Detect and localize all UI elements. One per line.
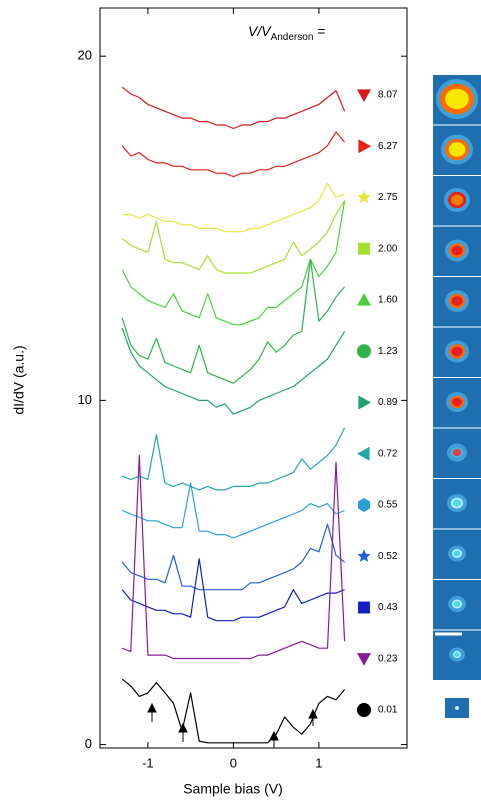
legend-marker <box>357 89 371 102</box>
legend-marker <box>358 243 370 255</box>
image-core <box>451 246 462 256</box>
legend-label: 8.07 <box>378 90 398 101</box>
image-blob <box>455 706 459 710</box>
legend-marker <box>357 447 370 461</box>
x-tick-label: -1 <box>142 755 154 770</box>
image-core <box>454 551 461 557</box>
series-line <box>122 259 344 383</box>
legend-label: 1.60 <box>378 295 398 306</box>
image-strip <box>433 75 481 718</box>
legend-label: 0.23 <box>378 653 398 664</box>
legend-marker <box>357 293 371 306</box>
legend-title-tail: = <box>313 23 325 39</box>
series-line <box>122 87 344 128</box>
legend-label: 0.72 <box>378 448 398 459</box>
x-tick-label: 1 <box>315 755 322 770</box>
series-line <box>122 483 344 538</box>
legend-label: 2.00 <box>378 243 398 254</box>
chart: Sample bias (V) dI/dV (a.u.) V/VAnderson… <box>0 0 481 810</box>
legend-marker <box>358 396 371 410</box>
legend-label: 6.27 <box>378 141 398 152</box>
legend-label: 0.43 <box>378 602 398 613</box>
image-core <box>454 652 460 657</box>
image-core <box>453 499 461 506</box>
image-core <box>453 449 461 456</box>
legend-label: 1.23 <box>378 346 398 357</box>
y-tick-label: 20 <box>78 48 92 63</box>
legend-marker <box>358 139 371 153</box>
series-line <box>122 132 344 177</box>
legend-label: 0.52 <box>378 551 398 562</box>
image-core <box>451 195 464 206</box>
legend-label: 0.01 <box>378 705 398 716</box>
legend-marker <box>357 549 370 562</box>
legend-marker <box>357 344 371 358</box>
legend-marker <box>357 703 371 717</box>
legend-marker <box>358 602 370 614</box>
image-core <box>445 89 469 109</box>
y-axis-label: dI/dV (a.u.) <box>11 345 27 414</box>
x-axis-label: Sample bias (V) <box>183 781 283 797</box>
y-tick-label: 0 <box>85 736 92 751</box>
legend-title-main: V/V <box>248 23 272 39</box>
legend-marker <box>357 191 370 204</box>
legend-label: 2.75 <box>378 192 398 203</box>
image-core <box>451 296 462 306</box>
legend-title: V/VAnderson = <box>248 23 325 43</box>
y-tick-label: 10 <box>78 392 92 407</box>
legend-label: 0.89 <box>378 397 398 408</box>
image-core <box>449 142 466 156</box>
legend-marker <box>358 498 370 512</box>
image-core <box>452 398 462 406</box>
series-line <box>122 428 344 490</box>
series-line <box>122 524 344 589</box>
x-tick-label: 0 <box>230 755 237 770</box>
image-core <box>451 347 462 357</box>
legend-title-sub: Anderson <box>271 32 314 43</box>
legend-marker <box>357 653 371 666</box>
legend-label: 0.55 <box>378 500 398 511</box>
image-core <box>454 601 461 607</box>
plot-frame <box>100 8 407 748</box>
